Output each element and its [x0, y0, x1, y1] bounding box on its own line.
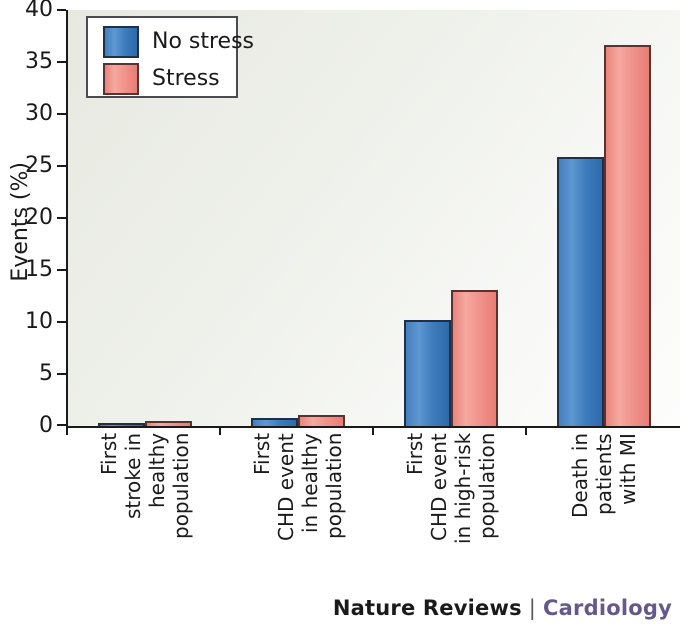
y-tick-label: 5: [39, 361, 53, 386]
y-tick: [57, 113, 66, 115]
y-tick-label: 40: [25, 0, 53, 22]
plot-area: No stress Stress 0 5 10 15 20 25 30 35 40 First s…: [25, 0, 680, 544]
legend-item-stress: Stress: [103, 61, 236, 96]
bar-stress: [144, 421, 192, 426]
bar-stress: [603, 45, 651, 426]
no-stress-swatch: [103, 25, 139, 58]
x-axis-label: First CHD event in healthy population: [249, 433, 346, 541]
x-axis-label: First stroke in healthy population: [96, 433, 193, 540]
x-tick: [219, 426, 221, 435]
legend-label: Stress: [152, 65, 220, 91]
bar-no-stress: [556, 157, 604, 426]
stress-swatch: [103, 62, 139, 95]
y-tick: [57, 269, 66, 271]
legend-item-no-stress: No stress: [103, 24, 254, 59]
y-tick-label: 25: [25, 153, 53, 178]
y-tick-label: 30: [25, 101, 53, 126]
y-tick: [57, 61, 66, 63]
x-axis-label: First CHD event in high-risk population: [402, 433, 499, 545]
y-tick-label: 15: [25, 257, 53, 282]
bar-no-stress: [97, 423, 145, 426]
x-tick: [66, 426, 68, 435]
bar-no-stress: [250, 418, 298, 426]
y-tick: [57, 165, 66, 167]
x-tick: [525, 426, 527, 435]
y-tick: [57, 424, 66, 426]
legend-label: No stress: [152, 28, 255, 54]
journal-name: Nature Reviews: [332, 596, 522, 620]
y-tick-label: 20: [25, 205, 53, 230]
y-tick: [57, 321, 66, 323]
bar-stress: [297, 415, 345, 426]
y-tick: [57, 9, 66, 11]
x-axis-label: Death in patients with MI: [567, 433, 640, 519]
journal-credit: Nature Reviews | Cardiology: [333, 596, 672, 620]
y-tick-label: 35: [25, 49, 53, 74]
credit-separator: |: [528, 596, 537, 620]
y-tick: [57, 373, 66, 375]
y-tick-label: 10: [25, 309, 53, 334]
y-tick-label: 0: [39, 413, 53, 438]
journal-section: Cardiology: [543, 596, 672, 620]
bar-stress: [450, 290, 498, 426]
y-tick: [57, 217, 66, 219]
bar-no-stress: [403, 320, 451, 426]
x-tick: [372, 426, 374, 435]
legend: No stress Stress: [86, 16, 254, 98]
